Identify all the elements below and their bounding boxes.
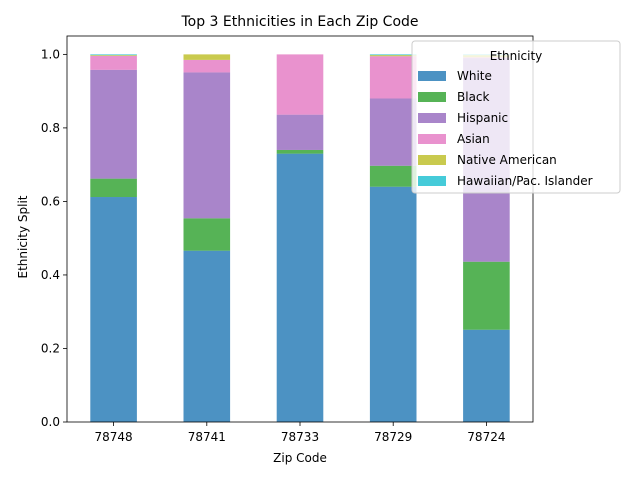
bar-segment [90,55,137,70]
bar-segment [90,55,137,56]
x-tick-label: 78733 [281,430,319,444]
legend: Ethnicity White Black Hispanic Asian Native … [411,40,621,194]
legend-frame [411,40,621,194]
bar-segment [369,98,417,166]
y-tick-label: 0.4 [41,268,60,282]
bars-layer [90,54,510,422]
bar-segment [463,329,510,422]
bar-segment [183,218,231,251]
legend-swatch [418,92,446,102]
bar-segment [183,72,231,219]
y-tick-label: 0.8 [41,121,60,135]
bar-segment [183,250,231,422]
legend-label: Hawaiian/Pac. Islander [457,174,593,188]
y-tick-label: 0.0 [41,415,60,429]
bar-segment [90,69,137,179]
y-tick-label: 0.6 [41,194,60,208]
legend-swatch [418,134,446,144]
legend-swatch [418,113,446,123]
legend-swatch [418,155,446,165]
bar-segment [90,197,137,422]
bar-segment [276,114,324,150]
bar-segment [276,149,324,154]
legend-swatch [418,176,446,186]
legend-title: Ethnicity [490,49,543,63]
x-tick-label: 78748 [95,430,133,444]
legend-entries: White Black Hispanic Asian Native American Ha… [418,69,593,188]
x-tick-label: 78724 [467,430,505,444]
legend-label: Black [457,90,490,104]
bar-segment [276,54,324,115]
bar-segment [369,186,417,422]
chart-title: Top 3 Ethnicities in Each Zip Code [180,14,418,30]
y-tick-label: 0.2 [41,341,60,355]
bar-segment [463,261,510,330]
x-axis-label: Zip Code [273,451,327,465]
bar-segment [369,54,417,56]
y-axis-label: Ethnicity Split [16,195,30,278]
legend-label: Asian [457,132,490,146]
bar-segment [183,59,231,73]
bar-segment [183,54,231,60]
legend-label: Hispanic [457,111,508,125]
legend-label: White [457,69,492,83]
bar-segment [369,56,417,99]
axes-layer: 0.0 0.2 0.4 0.6 0.8 1.0 78748 78741 78733 78729 78… [41,35,534,444]
bar-segment [369,55,417,57]
bar-segment [90,54,137,56]
bar-segment [276,153,324,422]
bar-segment [90,178,137,198]
y-tick-label: 1.0 [41,47,60,61]
x-tick-label: 78741 [188,430,226,444]
bar-segment [369,165,417,187]
legend-swatch [418,71,446,81]
x-tick-label: 78729 [374,430,412,444]
legend-label: Native American [457,153,557,167]
